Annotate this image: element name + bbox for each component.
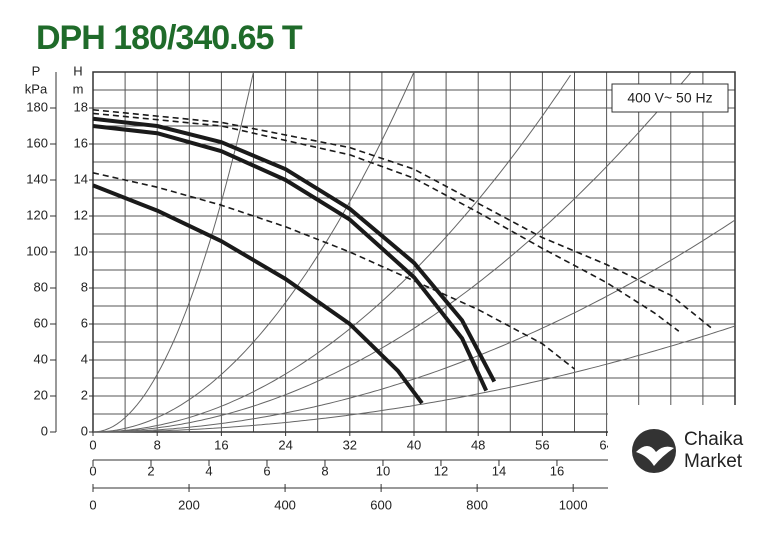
x2-tick-label: 4 (205, 463, 212, 478)
system-curve (93, 71, 692, 433)
system-curve (92, 71, 415, 433)
y2-tick-label: 20 (34, 387, 48, 402)
y2-tick-label: 80 (34, 279, 48, 294)
x-tick-label: 24 (278, 437, 292, 452)
pump-curve (92, 172, 575, 370)
y2-tick-label: 140 (26, 171, 48, 186)
annotation: 400 V~ 50 Hz (627, 90, 712, 106)
pump-curve (92, 109, 712, 329)
x2-tick-label: 8 (321, 463, 328, 478)
y2-tick-label: 100 (26, 243, 48, 258)
system-curve (92, 71, 254, 433)
x3-tick-label: 0 (89, 497, 96, 512)
x2-tick-label: 10 (376, 463, 390, 478)
system-curve (93, 74, 571, 433)
y-tick-label: 12 (74, 207, 88, 222)
x-tick-label: 48 (471, 437, 485, 452)
x-tick-label: 8 (154, 437, 161, 452)
y2-tick-label: 180 (26, 99, 48, 114)
y-tick-label: 16 (74, 135, 88, 150)
x2-tick-label: 14 (492, 463, 506, 478)
watermark-line2: Market (684, 451, 743, 472)
y2-tick-label: 120 (26, 207, 48, 222)
x3-tick-label: 800 (466, 497, 488, 512)
y-tick-label: 6 (81, 315, 88, 330)
watermark-line1: Chaika (684, 429, 744, 450)
watermark: Chaika Market (608, 405, 782, 500)
x-tick-label: 40 (407, 437, 421, 452)
x-tick-label: 56 (535, 437, 549, 452)
x-tick-label: 0 (89, 437, 96, 452)
x2-tick-label: 16 (550, 463, 564, 478)
x3-tick-label: 400 (274, 497, 296, 512)
x2-tick-label: 0 (89, 463, 96, 478)
y-tick-label: 0 (81, 423, 88, 438)
y2-axis-unit: kPa (25, 81, 48, 96)
x3-tick-label: 1000 (559, 497, 588, 512)
annotation-box (611, 83, 729, 113)
y-tick-label: 2 (81, 387, 88, 402)
y2-tick-label: 40 (34, 351, 48, 366)
y-tick-label: 10 (74, 243, 88, 258)
y2-tick-label: 160 (26, 135, 48, 150)
y-tick-label: 4 (81, 351, 88, 366)
x2-tick-label: 6 (263, 463, 270, 478)
y-axis-label: H (73, 63, 82, 78)
system-curve (93, 325, 736, 433)
pump-curve (92, 124, 489, 392)
y2-tick-label: 0 (41, 423, 48, 438)
pump-curve (92, 183, 424, 405)
x3-tick-label: 200 (178, 497, 200, 512)
x-tick-label: 16 (214, 437, 228, 452)
system-curve (93, 219, 736, 433)
y2-tick-label: 60 (34, 315, 48, 330)
pump-curve (92, 112, 680, 332)
x2-tick-label: 12 (434, 463, 448, 478)
y-axis-unit: m (73, 81, 84, 96)
x-tick-label: 32 (343, 437, 357, 452)
x3-tick-label: 600 (370, 497, 392, 512)
x2-tick-label: 2 (147, 463, 154, 478)
y-tick-label: 18 (74, 99, 88, 114)
y-tick-label: 14 (74, 171, 88, 186)
chart-title: DPH 180/340.65 T (36, 19, 303, 57)
y2-axis-label: P (32, 63, 41, 78)
watermark-bird (636, 446, 674, 466)
pump-curve (92, 116, 497, 383)
y-tick-label: 8 (81, 279, 88, 294)
